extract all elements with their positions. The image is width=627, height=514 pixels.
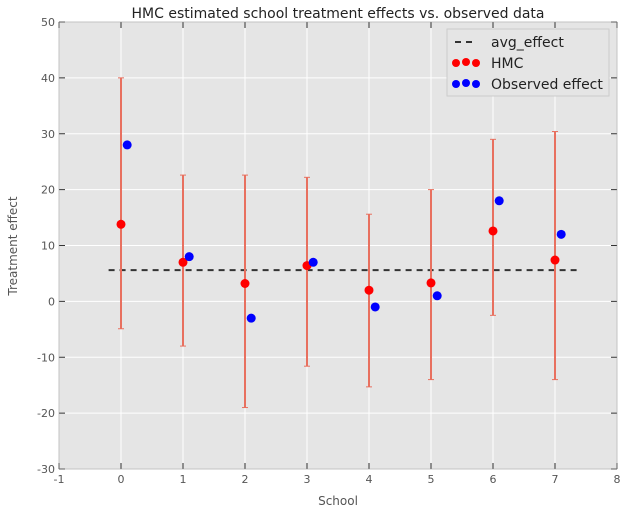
y-tick-label: -10 <box>37 351 55 364</box>
x-tick-label: 4 <box>366 473 373 486</box>
y-tick-label: 10 <box>41 240 55 253</box>
y-tick-label: 0 <box>48 295 55 308</box>
x-tick-label: 3 <box>304 473 311 486</box>
x-tick-label: 0 <box>118 473 125 486</box>
observed-point <box>556 229 566 239</box>
y-tick-label: 20 <box>41 184 55 197</box>
legend-hmc-label: HMC <box>491 56 524 72</box>
observed-point <box>184 252 194 262</box>
legend: avg_effect HMC Observed effect <box>446 28 610 97</box>
observed-point <box>370 302 380 312</box>
observed-point <box>432 291 442 301</box>
hmc-point <box>488 226 498 236</box>
x-tick-label: 1 <box>180 473 187 486</box>
x-tick-label: 6 <box>490 473 497 486</box>
observed-point <box>122 140 132 150</box>
x-tick-label: 2 <box>242 473 249 486</box>
y-axis-label: Treatment effect <box>6 196 20 297</box>
hmc-point <box>178 257 188 267</box>
observed-point <box>308 257 318 267</box>
marks <box>58 21 618 470</box>
x-tick-label: 5 <box>428 473 435 486</box>
observed-point <box>494 196 504 206</box>
y-tick-label: -30 <box>37 463 55 476</box>
legend-observed-marker <box>452 79 480 88</box>
y-tick-label: 30 <box>41 128 55 141</box>
hmc-point <box>240 278 250 288</box>
y-tick-label: -20 <box>37 407 55 420</box>
x-tick-label: 7 <box>552 473 559 486</box>
legend-observed-label: Observed effect <box>491 77 603 93</box>
chart-title: HMC estimated school treatment effects v… <box>132 6 545 22</box>
hmc-point <box>364 285 374 295</box>
observed-point <box>246 313 256 323</box>
legend-avg-effect-label: avg_effect <box>491 35 564 51</box>
x-tick-label: 8 <box>614 473 621 486</box>
x-tick-label: -1 <box>54 473 65 486</box>
y-tick-label: 40 <box>41 72 55 85</box>
x-axis-label: School <box>318 494 358 508</box>
y-tick-label: 50 <box>41 16 55 29</box>
hmc-point <box>550 255 560 265</box>
hmc-point <box>426 278 436 288</box>
plot-frame <box>58 21 618 470</box>
hmc-point <box>116 219 126 229</box>
legend-hmc-marker <box>452 58 480 67</box>
